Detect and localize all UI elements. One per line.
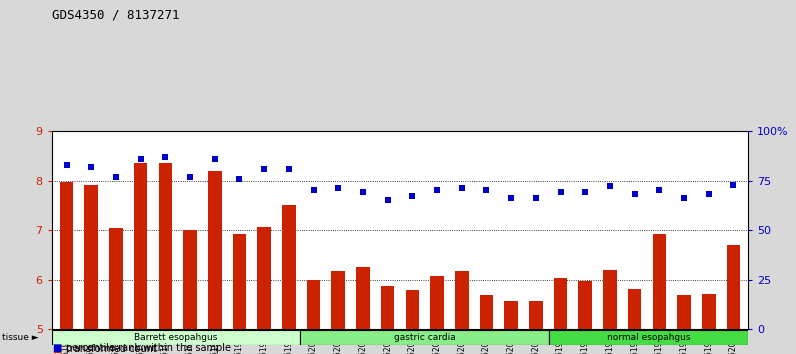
Point [431,188,443,193]
Bar [579,281,592,329]
Point [332,185,345,191]
Bar [549,330,748,345]
Bar [431,276,444,329]
Bar [158,163,172,329]
Text: normal esopahgus: normal esopahgus [607,333,690,342]
Point [110,174,123,179]
Bar [183,230,197,329]
Text: ■: ■ [52,343,61,353]
Bar [480,295,494,329]
Bar [405,290,419,329]
Point [258,166,271,171]
Point [184,174,197,179]
Point [307,188,320,193]
Bar [727,245,740,329]
Bar [455,271,469,329]
Bar [60,182,73,329]
Bar [356,267,369,329]
Point [653,188,665,193]
Point [554,190,567,195]
Bar [529,301,543,329]
Text: GDS4350 / 8137271: GDS4350 / 8137271 [52,9,179,22]
Text: transformed count: transformed count [66,344,157,354]
Bar [702,293,716,329]
Point [727,182,739,187]
Bar [257,227,271,329]
Bar [52,330,301,345]
Point [60,162,73,167]
Bar [380,286,395,329]
Point [159,154,172,160]
Text: Barrett esopahgus: Barrett esopahgus [135,333,218,342]
Point [406,194,419,199]
Text: tissue ►: tissue ► [2,333,38,342]
Bar [677,295,691,329]
Point [381,198,394,203]
Point [357,190,369,195]
Bar [134,163,147,329]
Bar [603,270,617,329]
Text: ■: ■ [52,344,61,354]
Point [233,176,246,181]
Bar [554,278,568,329]
Point [135,156,147,161]
Bar [84,185,98,329]
Bar [232,234,246,329]
Bar [301,330,549,345]
Point [505,195,517,201]
Bar [653,234,666,329]
Point [677,195,690,201]
Point [455,185,468,191]
Point [529,195,542,201]
Point [283,166,295,171]
Bar [109,228,123,329]
Point [209,156,221,161]
Point [579,190,591,195]
Point [603,184,616,189]
Point [85,164,98,170]
Text: gastric cardia: gastric cardia [394,333,456,342]
Text: percentile rank within the sample: percentile rank within the sample [66,343,231,353]
Bar [282,205,295,329]
Bar [306,280,320,329]
Bar [331,271,345,329]
Point [480,188,493,193]
Point [702,192,715,197]
Bar [505,301,518,329]
Point [628,192,641,197]
Bar [208,171,221,329]
Bar [628,289,642,329]
